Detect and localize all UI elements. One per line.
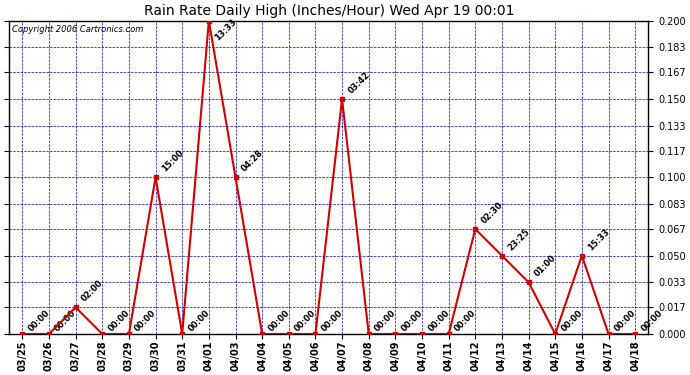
Text: 00:00: 00:00 xyxy=(613,308,638,333)
Text: 13:33: 13:33 xyxy=(213,17,238,42)
Text: 01:00: 01:00 xyxy=(533,254,558,279)
Text: 00:00: 00:00 xyxy=(26,308,52,333)
Text: 00:00: 00:00 xyxy=(373,308,398,333)
Text: 00:00: 00:00 xyxy=(640,308,664,333)
Text: 00:00: 00:00 xyxy=(266,308,291,333)
Text: 00:00: 00:00 xyxy=(293,308,318,333)
Text: 15:00: 15:00 xyxy=(160,148,185,174)
Text: Copyright 2006 Cartronics.com: Copyright 2006 Cartronics.com xyxy=(12,26,144,34)
Text: 00:00: 00:00 xyxy=(400,308,424,333)
Text: 00:00: 00:00 xyxy=(106,308,132,333)
Text: 02:30: 02:30 xyxy=(480,200,504,225)
Text: 00:00: 00:00 xyxy=(426,308,451,333)
Text: 00:00: 00:00 xyxy=(560,308,584,333)
Title: Rain Rate Daily High (Inches/Hour) Wed Apr 19 00:01: Rain Rate Daily High (Inches/Hour) Wed A… xyxy=(144,4,514,18)
Text: 15:33: 15:33 xyxy=(586,227,611,252)
Text: 02:00: 02:00 xyxy=(80,279,105,304)
Text: 03:42: 03:42 xyxy=(346,70,371,96)
Text: 00:00: 00:00 xyxy=(53,308,78,333)
Text: 23:25: 23:25 xyxy=(506,227,531,252)
Text: 00:00: 00:00 xyxy=(319,308,344,333)
Text: 00:00: 00:00 xyxy=(453,308,478,333)
Text: 04:28: 04:28 xyxy=(239,148,265,174)
Text: 00:00: 00:00 xyxy=(186,308,211,333)
Text: 00:00: 00:00 xyxy=(133,308,158,333)
